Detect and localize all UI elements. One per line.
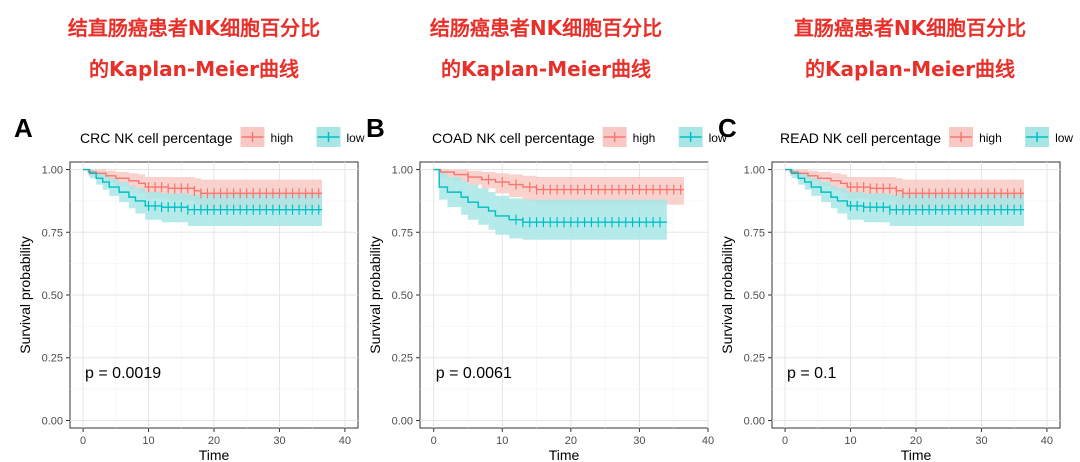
y-tick-label: 0.75 (392, 227, 413, 239)
panel-b-title-line2: 的Kaplan-Meier曲线 (441, 57, 651, 81)
panel-b: B COAD NK cell percentage high low 0 10 20 30 40… (366, 113, 727, 462)
x-axis-label: Time (549, 447, 580, 462)
panel-b-legend: COAD NK cell percentage high low (432, 127, 727, 147)
y-tick-label: 0.50 (392, 290, 413, 302)
x-tick-label: 0 (80, 435, 86, 447)
y-axis-label: Survival probability (17, 236, 33, 354)
panel-a-title-line1: 结直肠癌患者NK细胞百分比 (67, 16, 321, 40)
censor-marks-low (849, 200, 1022, 215)
panel-a-title-line2: 的Kaplan-Meier曲线 (89, 57, 299, 81)
y-tick-label: 0.50 (42, 290, 63, 302)
x-tick-label: 20 (208, 435, 220, 447)
x-tick-label: 20 (910, 435, 922, 447)
survival-curve-low (433, 168, 667, 223)
panel-c-legend: READ NK cell percentage high low (780, 127, 1073, 147)
ci-band-high (433, 169, 684, 205)
p-value: p = 0.0061 (436, 365, 512, 382)
panel-b-title-line1: 结肠癌患者NK细胞百分比 (429, 16, 663, 40)
x-tick-label: 10 (844, 435, 856, 447)
y-axis-label: Survival probability (367, 236, 383, 354)
censor-marks-high (467, 172, 682, 195)
legend-title: READ NK cell percentage (780, 130, 941, 146)
panel-c-title-line2: 的Kaplan-Meier曲线 (805, 57, 1015, 81)
legend-title: CRC NK cell percentage (80, 130, 233, 146)
x-tick-label: 10 (142, 435, 154, 447)
legend-label-high: high (979, 131, 1002, 145)
panel-a: A CRC NK cell percentage high low 0 10 20 30 40 0… (14, 113, 365, 462)
y-tick-label: 1.00 (42, 165, 63, 177)
x-tick-label: 30 (273, 435, 285, 447)
x-axis-label: Time (199, 447, 230, 462)
x-axis-label: Time (901, 447, 932, 462)
panel-a-legend: CRC NK cell percentage high low (80, 127, 365, 147)
legend-label-high: high (633, 131, 656, 145)
panel-c: C READ NK cell percentage high low 0 10 20 30 40… (718, 113, 1073, 462)
x-tick-label: 0 (782, 435, 788, 447)
legend-label-low: low (709, 131, 727, 145)
x-tick-label: 40 (1041, 435, 1053, 447)
x-tick-label: 0 (431, 435, 437, 447)
y-tick-label: 0.75 (744, 227, 765, 239)
y-tick-label: 1.00 (392, 165, 413, 177)
x-tick-label: 40 (702, 435, 714, 447)
ci-band-low (785, 169, 1024, 226)
legend-title: COAD NK cell percentage (432, 130, 595, 146)
gridlines (420, 162, 709, 428)
legend-label-low: low (1055, 131, 1073, 145)
legend-label-low: low (347, 131, 365, 145)
panel-a-letter: A (14, 113, 33, 143)
panel-b-letter: B (366, 113, 385, 143)
y-tick-label: 0.00 (392, 415, 413, 427)
y-tick-label: 0.25 (392, 353, 413, 365)
censor-marks-high (147, 182, 320, 199)
panel-c-title-line1: 直肠癌患者NK细胞百分比 (793, 16, 1027, 40)
y-tick-label: 0.75 (42, 227, 63, 239)
censor-marks-low (147, 200, 320, 215)
x-tick-label: 10 (496, 435, 508, 447)
p-value: p = 0.1 (787, 365, 836, 382)
censor-marks-high (849, 182, 1022, 199)
legend-label-high: high (271, 131, 294, 145)
y-tick-label: 0.25 (42, 353, 63, 365)
y-tick-label: 0.00 (744, 415, 765, 427)
ci-band-low (83, 169, 322, 226)
panel-b-title: 结肠癌患者NK细胞百分比 的Kaplan-Meier曲线 (376, 8, 716, 90)
x-tick-label: 30 (975, 435, 987, 447)
y-tick-label: 1.00 (744, 165, 765, 177)
y-tick-label: 0.25 (744, 353, 765, 365)
panel-c-letter: C (718, 113, 737, 143)
panel-a-title: 结直肠癌患者NK细胞百分比 的Kaplan-Meier曲线 (24, 8, 364, 90)
x-tick-label: 30 (633, 435, 645, 447)
panel-c-title: 直肠癌患者NK细胞百分比 的Kaplan-Meier曲线 (740, 8, 1080, 90)
gridlines (70, 162, 358, 428)
y-tick-label: 0.00 (42, 415, 63, 427)
censor-marks-low (515, 214, 661, 228)
x-tick-label: 40 (339, 435, 351, 447)
y-tick-label: 0.50 (744, 290, 765, 302)
y-axis-label: Survival probability (719, 236, 735, 354)
p-value: p = 0.0019 (85, 365, 161, 382)
x-tick-label: 20 (565, 435, 577, 447)
